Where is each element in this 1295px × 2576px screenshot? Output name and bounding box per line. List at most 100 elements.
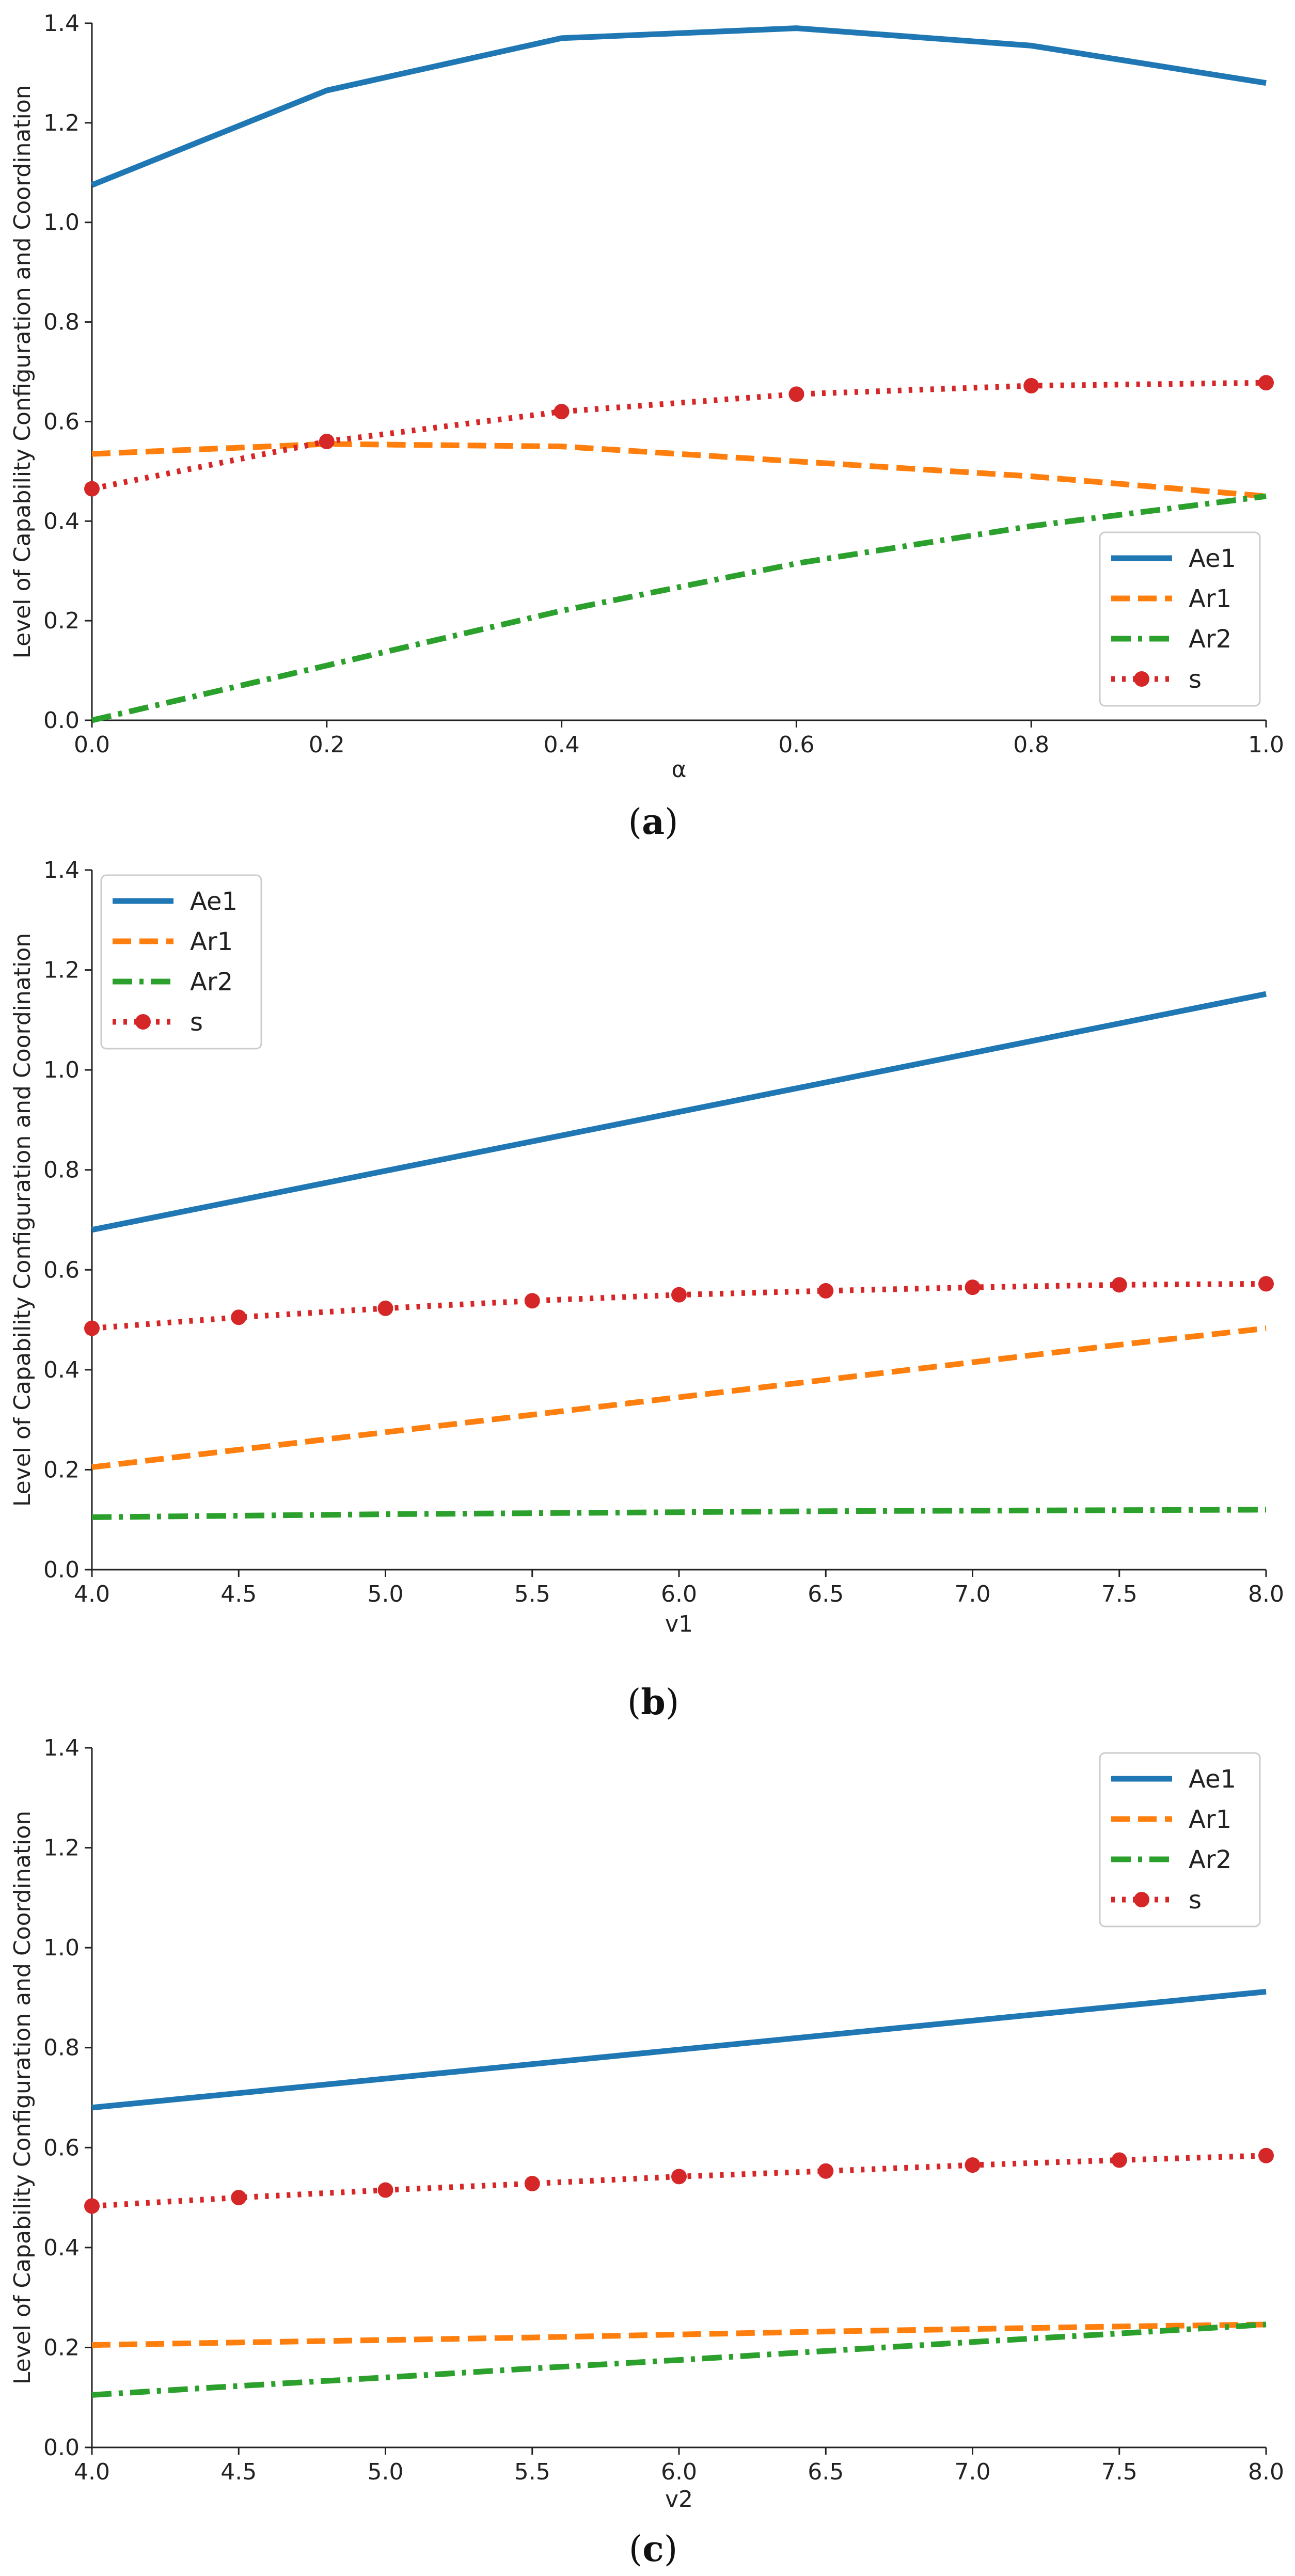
data-point-s <box>319 434 335 449</box>
caption-close-paren: ) <box>665 802 678 843</box>
y-tick-label: 1.2 <box>43 1835 80 1861</box>
y-tick-label: 1.2 <box>43 957 80 984</box>
y-tick-label: 0.0 <box>43 1557 80 1583</box>
x-tick-label: 0.8 <box>1013 732 1049 758</box>
legend-label-Ar2: Ar2 <box>1189 1845 1231 1874</box>
y-tick-label: 0.8 <box>43 309 80 336</box>
legend-label-Ar1: Ar1 <box>1189 1805 1231 1834</box>
data-point-s <box>671 2169 687 2185</box>
data-point-s <box>231 1309 247 1325</box>
caption-open-paren: ( <box>627 1682 641 1723</box>
data-point-s <box>84 481 100 497</box>
legend-label-s: s <box>1189 665 1202 694</box>
legend-label-s: s <box>190 1008 203 1037</box>
x-tick-label: 6.5 <box>808 2459 844 2485</box>
x-tick-label: 6.0 <box>661 1581 697 1607</box>
x-tick-label: 5.0 <box>368 2459 404 2485</box>
y-tick-label: 0.0 <box>43 2435 80 2461</box>
legend-label-s: s <box>1189 1886 1202 1915</box>
y-tick-label: 0.0 <box>43 707 80 734</box>
legend-marker-s <box>1134 671 1149 687</box>
x-tick-label: 6.5 <box>808 1581 844 1607</box>
caption-close-paren: ) <box>664 2529 678 2570</box>
x-tick-label: 4.5 <box>220 2459 257 2485</box>
caption-open-paren: ( <box>628 802 642 843</box>
x-tick-label: 7.0 <box>955 2459 991 2485</box>
caption-open-paren: ( <box>629 2529 643 2570</box>
series-line-Ae1 <box>91 1988 1267 2111</box>
caption-close-paren: ) <box>666 1682 680 1723</box>
y-tick-label: 0.2 <box>43 608 80 634</box>
x-tick-label: 5.5 <box>514 1581 550 1607</box>
x-tick-label: 5.0 <box>368 1581 404 1607</box>
x-tick-label: 1.0 <box>1248 732 1284 758</box>
data-point-s <box>554 404 570 420</box>
data-point-s <box>377 2182 393 2198</box>
data-point-s <box>231 2190 247 2206</box>
x-axis-label: v2 <box>665 2486 693 2512</box>
x-tick-label: 0.6 <box>778 732 814 758</box>
chart-panel-c: 4.0 4.5 5.0 5.5 6.0 6.5 7.0 7.5 8.0 0.0 0.2 0.4 0.6 0… <box>9 1735 1284 2570</box>
x-tick-label: 4.5 <box>220 1581 257 1607</box>
panel-caption: (a) <box>628 801 678 843</box>
x-tick-label: 5.5 <box>514 2459 550 2485</box>
legend-label-Ae1: Ae1 <box>190 887 238 916</box>
legend: Ae1 Ar1 Ar2 s <box>1099 531 1261 707</box>
data-point-s <box>1258 2147 1274 2163</box>
data-point-s <box>788 386 804 402</box>
legend-label-Ar2: Ar2 <box>190 968 233 997</box>
y-tick-label: 1.0 <box>43 1057 80 1083</box>
legend-marker-s <box>135 1014 151 1030</box>
series-line-Ae1 <box>91 991 1267 1233</box>
data-point-s <box>965 1279 981 1295</box>
data-point-s <box>1023 378 1039 393</box>
data-point-s <box>1111 2152 1127 2168</box>
series-line-Ar1 <box>91 441 1267 499</box>
y-tick-label: 0.6 <box>43 1257 80 1283</box>
x-tick-label: 7.5 <box>1101 2459 1138 2485</box>
y-tick-label: 1.2 <box>43 110 80 136</box>
x-tick-label: 6.0 <box>661 2459 697 2485</box>
data-point-s <box>84 1320 100 1336</box>
data-point-s <box>377 1300 393 1316</box>
x-tick-label: 7.0 <box>955 1581 991 1607</box>
caption-letter: a <box>642 801 665 843</box>
panel-caption: (c) <box>629 2528 677 2570</box>
data-point-s <box>1111 1277 1127 1293</box>
x-tick-label: 4.0 <box>74 1581 110 1607</box>
series-line-Ar1 <box>91 2321 1267 2348</box>
y-tick-label: 0.8 <box>43 1157 80 1183</box>
caption-letter: b <box>641 1682 666 1723</box>
x-tick-label: 8.0 <box>1248 2459 1284 2485</box>
legend: Ae1 Ar1 Ar2 s <box>1099 1752 1261 1927</box>
y-tick-label: 1.4 <box>43 10 80 37</box>
series-line-s <box>91 380 1267 492</box>
series-line-Ar2 <box>91 2321 1267 2398</box>
legend-label-Ar1: Ar1 <box>1189 584 1231 613</box>
data-point-s <box>818 2163 834 2179</box>
y-axis-label: Level of Capability Configuration and Co… <box>9 933 36 1507</box>
y-tick-label: 0.2 <box>43 2334 80 2361</box>
y-axis-label: Level of Capability Configuration and Co… <box>9 85 36 658</box>
caption-letter: c <box>642 2528 664 2570</box>
legend-box <box>1099 531 1261 707</box>
y-tick-label: 1.4 <box>43 1735 80 1761</box>
y-tick-label: 0.4 <box>43 1357 80 1383</box>
y-tick-label: 0.4 <box>43 508 80 534</box>
legend: Ae1 Ar1 Ar2 s <box>100 874 262 1050</box>
legend-label-Ar2: Ar2 <box>1189 625 1231 654</box>
legend-marker-s <box>1134 1892 1149 1907</box>
y-tick-label: 1.4 <box>43 857 80 883</box>
y-tick-label: 1.0 <box>43 1935 80 1961</box>
data-point-s <box>671 1287 687 1303</box>
x-tick-label: 8.0 <box>1248 1581 1284 1607</box>
data-point-s <box>818 1283 834 1299</box>
x-tick-label: 4.0 <box>74 2459 110 2485</box>
y-tick-label: 1.0 <box>43 210 80 236</box>
chart-panel-a: 0.0 0.2 0.4 0.6 0.8 1.0 0.0 0.2 0.4 0.6 0.8 1.0 1.2 1… <box>9 10 1284 843</box>
panel-caption: (b) <box>627 1682 680 1723</box>
y-tick-label: 0.4 <box>43 2235 80 2261</box>
data-point-s <box>1258 375 1274 391</box>
y-tick-label: 0.6 <box>43 2135 80 2161</box>
